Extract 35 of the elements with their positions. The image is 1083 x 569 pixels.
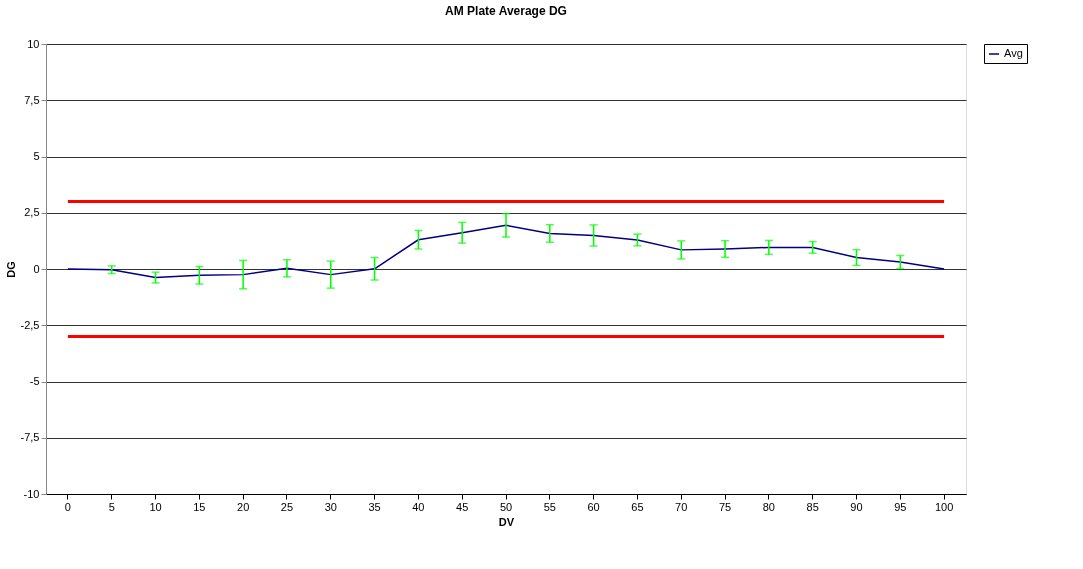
y-tick-label: 5 (33, 150, 40, 162)
x-tick-label: 75 (718, 500, 732, 513)
chart-title: AM Plate Average DG (445, 4, 567, 18)
x-tick-label: 0 (64, 500, 71, 513)
legend-label: Avg (1004, 47, 1023, 59)
x-tick-label: 40 (412, 500, 425, 513)
x-tick-label: 85 (806, 500, 819, 513)
x-tick-label: 5 (108, 500, 115, 513)
y-tick-label: 10 (27, 37, 40, 50)
x-tick-label: 95 (894, 500, 907, 513)
x-tick-label: 25 (280, 500, 294, 513)
x-tick-label: 45 (456, 500, 469, 513)
x-tick-label: 50 (499, 500, 513, 513)
y-tick-label: -2,5 (20, 318, 40, 331)
x-tick-label: 65 (631, 500, 644, 513)
y-axis-title: DG (4, 261, 17, 278)
x-tick-label: 10 (149, 500, 162, 513)
x-tick-label: 90 (850, 500, 863, 513)
x-tick-label: 15 (193, 500, 206, 513)
y-tick-label: -7,5 (20, 431, 40, 444)
x-tick-label: 35 (368, 500, 381, 513)
x-tick-label: 100 (934, 500, 954, 513)
x-tick-label: 30 (324, 500, 337, 513)
x-tick-label: 55 (543, 500, 556, 513)
y-tick-label: -10 (23, 487, 40, 500)
line-series (67, 224, 945, 279)
y-tick-label: -5 (29, 375, 40, 387)
x-tick-label: 70 (675, 500, 688, 513)
x-tick-label: 80 (762, 500, 775, 513)
y-tick-label: 2,5 (24, 206, 40, 219)
y-tick-label: 7,5 (24, 93, 40, 106)
x-tick-label: 20 (237, 500, 250, 513)
x-axis-title: DV (498, 515, 515, 528)
x-tick-label: 60 (587, 500, 600, 513)
y-tick-label: 0 (33, 262, 40, 275)
